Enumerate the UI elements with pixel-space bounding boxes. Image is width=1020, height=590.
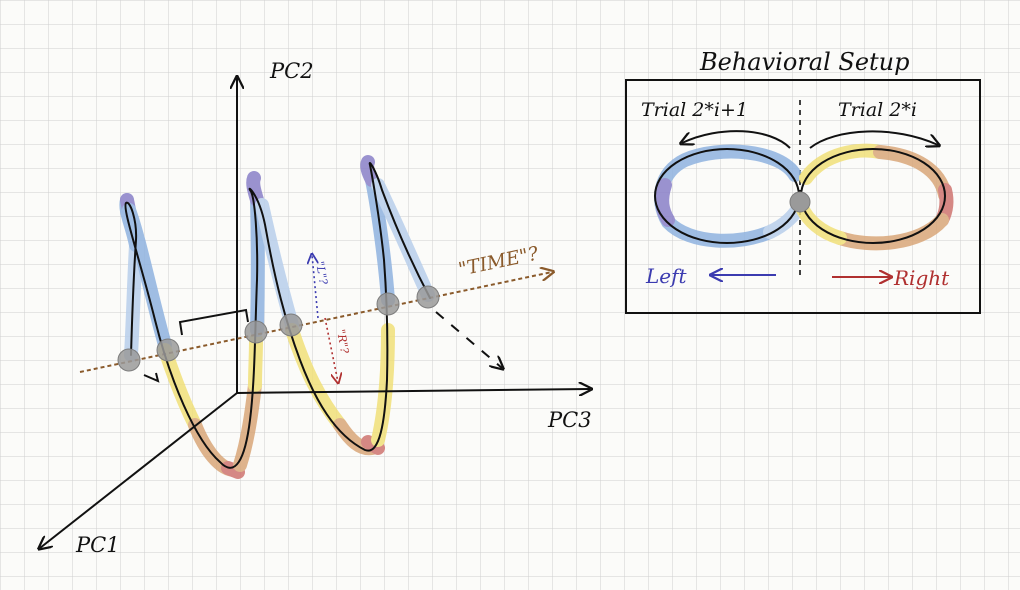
behavioral-setup-panel: Behavioral Setup Trial 2*i+1 Trial 2*i L… <box>625 48 981 314</box>
continuation-arrow <box>435 311 502 368</box>
trial-left-label: Trial 2*i+1 <box>641 99 748 121</box>
node <box>156 338 180 362</box>
trial-left-arrow <box>682 130 791 149</box>
right-label: Right <box>893 266 950 290</box>
node <box>416 285 440 309</box>
node <box>376 292 400 316</box>
left-marker-label: "L"? <box>313 260 330 285</box>
pc3-label: PC3 <box>547 408 592 432</box>
brackets <box>143 308 249 383</box>
left-label: Left <box>645 264 688 288</box>
node <box>244 320 268 344</box>
pc2-label: PC2 <box>269 59 314 83</box>
trial-right-arrow <box>809 130 938 149</box>
pc1-axis <box>40 392 238 548</box>
pc1-label: PC1 <box>75 533 120 557</box>
setup-title: Behavioral Setup <box>699 48 909 76</box>
node <box>117 348 141 372</box>
setup-frame <box>625 79 981 314</box>
left-marker-arrow <box>312 255 319 319</box>
right-marker-arrow <box>324 317 338 382</box>
node <box>279 313 303 337</box>
trial-right-label: Trial 2*i <box>838 99 917 121</box>
pc3-axis <box>236 389 590 393</box>
trajectory-line <box>124 162 431 469</box>
small-bracket <box>143 372 160 383</box>
junction-node <box>789 191 811 213</box>
pc-axes <box>40 78 590 548</box>
trajectory-nodes <box>117 285 440 372</box>
long-bracket <box>178 308 249 336</box>
right-marker-label: "R"? <box>334 328 351 354</box>
